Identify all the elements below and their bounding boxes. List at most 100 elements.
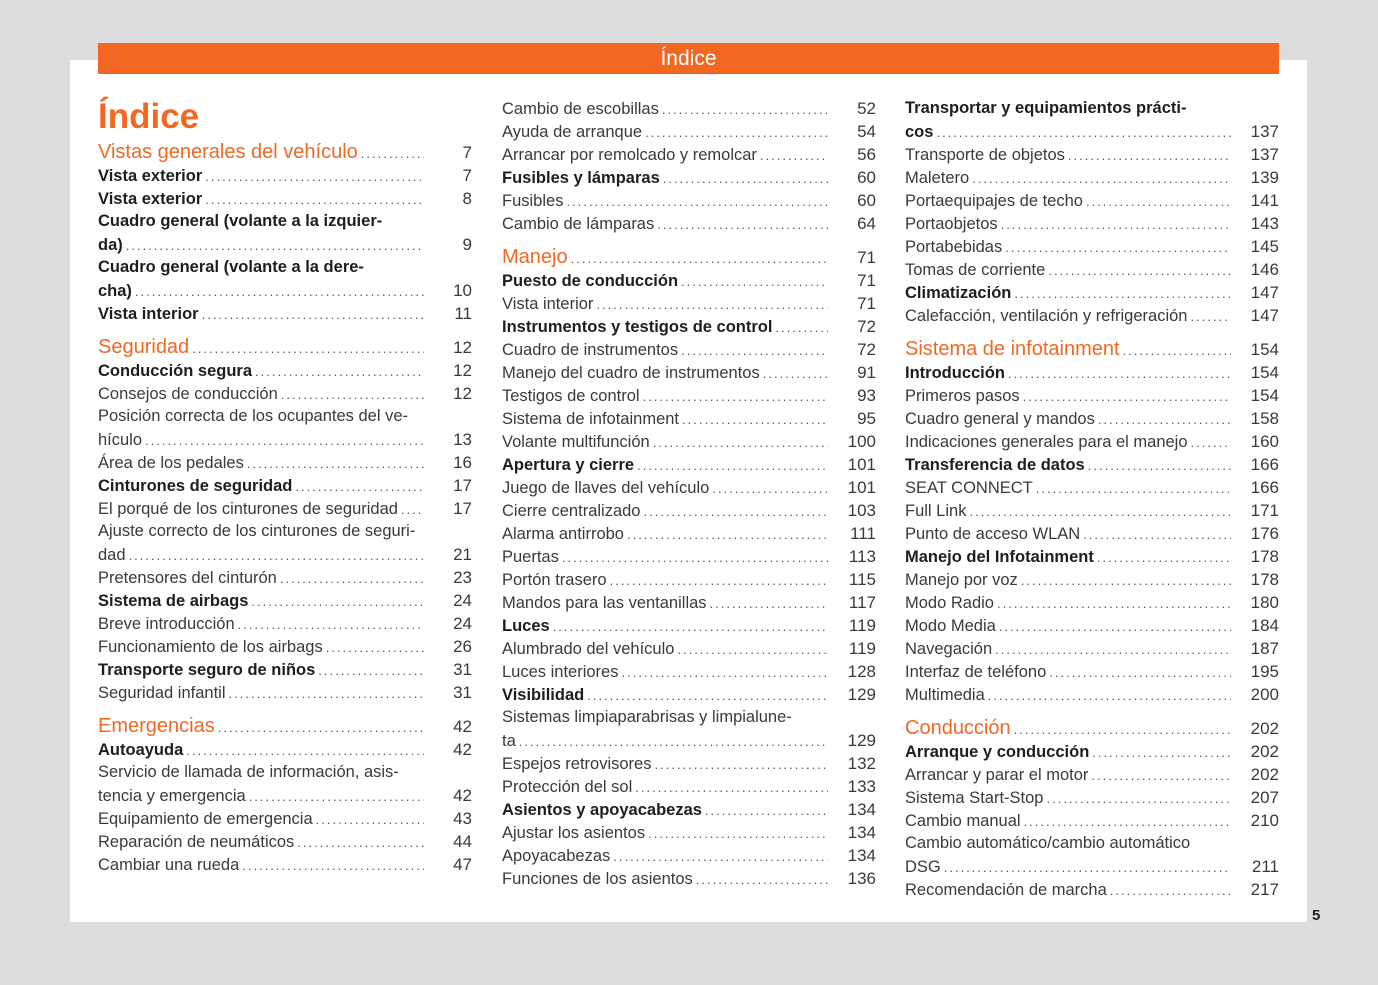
- toc-entry[interactable]: Apoyacabezas 134: [502, 844, 876, 867]
- toc-entry[interactable]: Interfaz de teléfono 195: [905, 660, 1279, 683]
- toc-entry[interactable]: Reparación de neumáticos 44: [98, 830, 472, 853]
- toc-entry-title: cos: [905, 123, 934, 141]
- toc-entry[interactable]: Modo Radio 180: [905, 591, 1279, 614]
- toc-entry[interactable]: Puertas 113: [502, 545, 876, 568]
- toc-entry[interactable]: Tomas de corriente 146: [905, 258, 1279, 281]
- toc-entry[interactable]: Alarma antirrobo 111: [502, 522, 876, 545]
- toc-entry[interactable]: Navegación 187: [905, 637, 1279, 660]
- toc-entry[interactable]: Breve introducción 24: [98, 612, 472, 635]
- toc-entry[interactable]: Área de los pedales 16: [98, 451, 472, 474]
- toc-entry[interactable]: Cierre centralizado 103: [502, 499, 876, 522]
- toc-chapter[interactable]: Luces 119: [502, 614, 876, 637]
- toc-entry[interactable]: Arrancar por remolcado y remolcar 56: [502, 143, 876, 166]
- toc-section[interactable]: Seguridad 12: [98, 336, 472, 359]
- toc-entry[interactable]: Sistema de infotainment 95: [502, 407, 876, 430]
- toc-chapter[interactable]: Cinturones de seguridad 17: [98, 474, 472, 497]
- toc-entry[interactable]: Volante multifunción 100: [502, 430, 876, 453]
- toc-entry[interactable]: Arrancar y parar el motor 202: [905, 763, 1279, 786]
- toc-section[interactable]: Vistas generales del vehículo 7: [98, 141, 472, 164]
- toc-chapter[interactable]: Transferencia de datos 166: [905, 453, 1279, 476]
- toc-section[interactable]: Sistema de infotainment 154: [905, 338, 1279, 361]
- toc-entry[interactable]: Maletero 139: [905, 166, 1279, 189]
- toc-entry[interactable]: Seguridad infantil 31: [98, 681, 472, 704]
- toc-chapter[interactable]: Vista interior 11: [98, 302, 472, 325]
- toc-chapter[interactable]: Climatización 147: [905, 281, 1279, 304]
- toc-entry[interactable]: Servicio de llamada de información, asis…: [98, 761, 472, 807]
- toc-entry[interactable]: Portaequipajes de techo 141: [905, 189, 1279, 212]
- toc-chapter[interactable]: Fusibles y lámparas 60: [502, 166, 876, 189]
- toc-chapter[interactable]: Cuadro general (volante a la dere-cha) 10: [98, 256, 472, 302]
- toc-entry[interactable]: Cambio manual 210: [905, 809, 1279, 832]
- toc-section[interactable]: Conducción 202: [905, 717, 1279, 740]
- toc-entry[interactable]: Juego de llaves del vehículo 101: [502, 476, 876, 499]
- toc-entry[interactable]: Manejo por voz 178: [905, 568, 1279, 591]
- toc-line: Funcionamiento de los airbags 26: [98, 635, 472, 658]
- toc-entry[interactable]: Fusibles 60: [502, 189, 876, 212]
- page-title: Índice: [98, 97, 200, 136]
- toc-chapter[interactable]: Transportar y equipamientos prácti-cos 13…: [905, 97, 1279, 143]
- toc-entry[interactable]: Luces interiores 128: [502, 660, 876, 683]
- toc-entry[interactable]: Consejos de conducción 12: [98, 382, 472, 405]
- toc-entry[interactable]: Funcionamiento de los airbags 26: [98, 635, 472, 658]
- toc-entry[interactable]: Cambiar una rueda 47: [98, 853, 472, 876]
- toc-entry[interactable]: Cuadro general y mandos 158: [905, 407, 1279, 430]
- toc-entry[interactable]: Full Link 171: [905, 499, 1279, 522]
- toc-line: Vista interior 11: [98, 302, 472, 325]
- toc-entry[interactable]: Transporte de objetos 137: [905, 143, 1279, 166]
- toc-section[interactable]: Emergencias 42: [98, 715, 472, 738]
- toc-entry[interactable]: Portaobjetos 143: [905, 212, 1279, 235]
- toc-entry[interactable]: Espejos retrovisores 132: [502, 752, 876, 775]
- toc-entry[interactable]: El porqué de los cinturones de seguridad…: [98, 497, 472, 520]
- toc-chapter[interactable]: Introducción 154: [905, 361, 1279, 384]
- toc-chapter[interactable]: Conducción segura 12: [98, 359, 472, 382]
- toc-chapter[interactable]: Sistema de airbags 24: [98, 589, 472, 612]
- toc-entry[interactable]: Posición correcta de los ocupantes del v…: [98, 405, 472, 451]
- toc-chapter[interactable]: Cuadro general (volante a la izquier-da)…: [98, 210, 472, 256]
- toc-section[interactable]: Manejo 71: [502, 246, 876, 269]
- toc-chapter[interactable]: Asientos y apoyacabezas 134: [502, 798, 876, 821]
- toc-entry[interactable]: Cambio automático/cambio automático DSG 21…: [905, 832, 1279, 878]
- toc-entry[interactable]: Portón trasero 115: [502, 568, 876, 591]
- toc-entry[interactable]: Indicaciones generales para el manejo 160: [905, 430, 1279, 453]
- toc-entry[interactable]: Manejo del cuadro de instrumentos 91: [502, 361, 876, 384]
- toc-entry[interactable]: Mandos para las ventanillas 117: [502, 591, 876, 614]
- toc-entry[interactable]: Cambio de lámparas 64: [502, 212, 876, 235]
- toc-entry[interactable]: Primeros pasos 154: [905, 384, 1279, 407]
- toc-entry[interactable]: Sistema Start-Stop 207: [905, 786, 1279, 809]
- toc-page-number: 141: [1250, 191, 1279, 210]
- toc-entry[interactable]: Alumbrado del vehículo 119: [502, 637, 876, 660]
- toc-chapter[interactable]: Vista exterior 7: [98, 164, 472, 187]
- toc-chapter[interactable]: Transporte seguro de niños 31: [98, 658, 472, 681]
- toc-entry[interactable]: SEAT CONNECT 166: [905, 476, 1279, 499]
- toc-entry[interactable]: Multimedia 200: [905, 683, 1279, 706]
- toc-entry[interactable]: Calefacción, ventilación y refrigeración…: [905, 304, 1279, 327]
- toc-entry-title: Arranque y conducción: [905, 743, 1090, 761]
- toc-entry[interactable]: Vista interior 71: [502, 292, 876, 315]
- toc-chapter[interactable]: Autoayuda 42: [98, 738, 472, 761]
- toc-chapter[interactable]: Apertura y cierre 101: [502, 453, 876, 476]
- toc-entry[interactable]: Funciones de los asientos 136: [502, 867, 876, 890]
- toc-entry[interactable]: Equipamiento de emergencia 43: [98, 807, 472, 830]
- toc-entry[interactable]: Ajustar los asientos 134: [502, 821, 876, 844]
- toc-chapter[interactable]: Vista exterior 8: [98, 187, 472, 210]
- toc-entry[interactable]: Cambio de escobillas 52: [502, 97, 876, 120]
- toc-entry[interactable]: Recomendación de marcha 217: [905, 878, 1279, 901]
- dot-leader: [247, 452, 424, 475]
- toc-entry[interactable]: Ayuda de arranque 54: [502, 120, 876, 143]
- toc-chapter[interactable]: Instrumentos y testigos de control 72: [502, 315, 876, 338]
- toc-chapter[interactable]: Arranque y conducción 202: [905, 740, 1279, 763]
- toc-entry[interactable]: Testigos de control 93: [502, 384, 876, 407]
- dot-leader: [401, 498, 424, 521]
- toc-entry[interactable]: Punto de acceso WLAN 176: [905, 522, 1279, 545]
- toc-chapter[interactable]: Manejo del Infotainment 178: [905, 545, 1279, 568]
- toc-chapter[interactable]: Visibilidad 129: [502, 683, 876, 706]
- toc-entry[interactable]: Pretensores del cinturón 23: [98, 566, 472, 589]
- toc-entry[interactable]: Ajuste correcto de los cinturones de seg…: [98, 520, 472, 566]
- toc-chapter[interactable]: Puesto de conducción 71: [502, 269, 876, 292]
- toc-entry[interactable]: Protección del sol 133: [502, 775, 876, 798]
- toc-entry[interactable]: Portabebidas 145: [905, 235, 1279, 258]
- toc-entry[interactable]: Modo Media 184: [905, 614, 1279, 637]
- toc-entry[interactable]: Cuadro de instrumentos 72: [502, 338, 876, 361]
- toc-entry[interactable]: Sistemas limpiaparabrisas y limpialune-t…: [502, 706, 876, 752]
- toc-page-number: 54: [857, 122, 876, 141]
